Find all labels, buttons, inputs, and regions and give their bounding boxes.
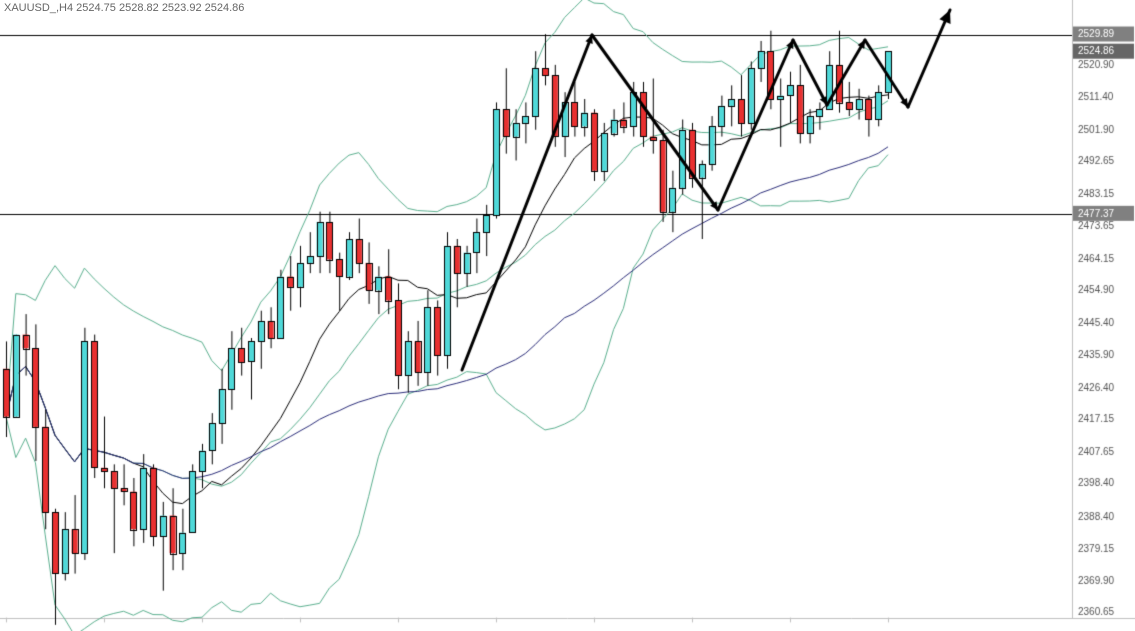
chart-container[interactable]: XAUUSD_,H4 2524.75 2528.82 2523.92 2524.… bbox=[0, 0, 1135, 631]
price-chart-canvas[interactable] bbox=[0, 0, 1135, 631]
